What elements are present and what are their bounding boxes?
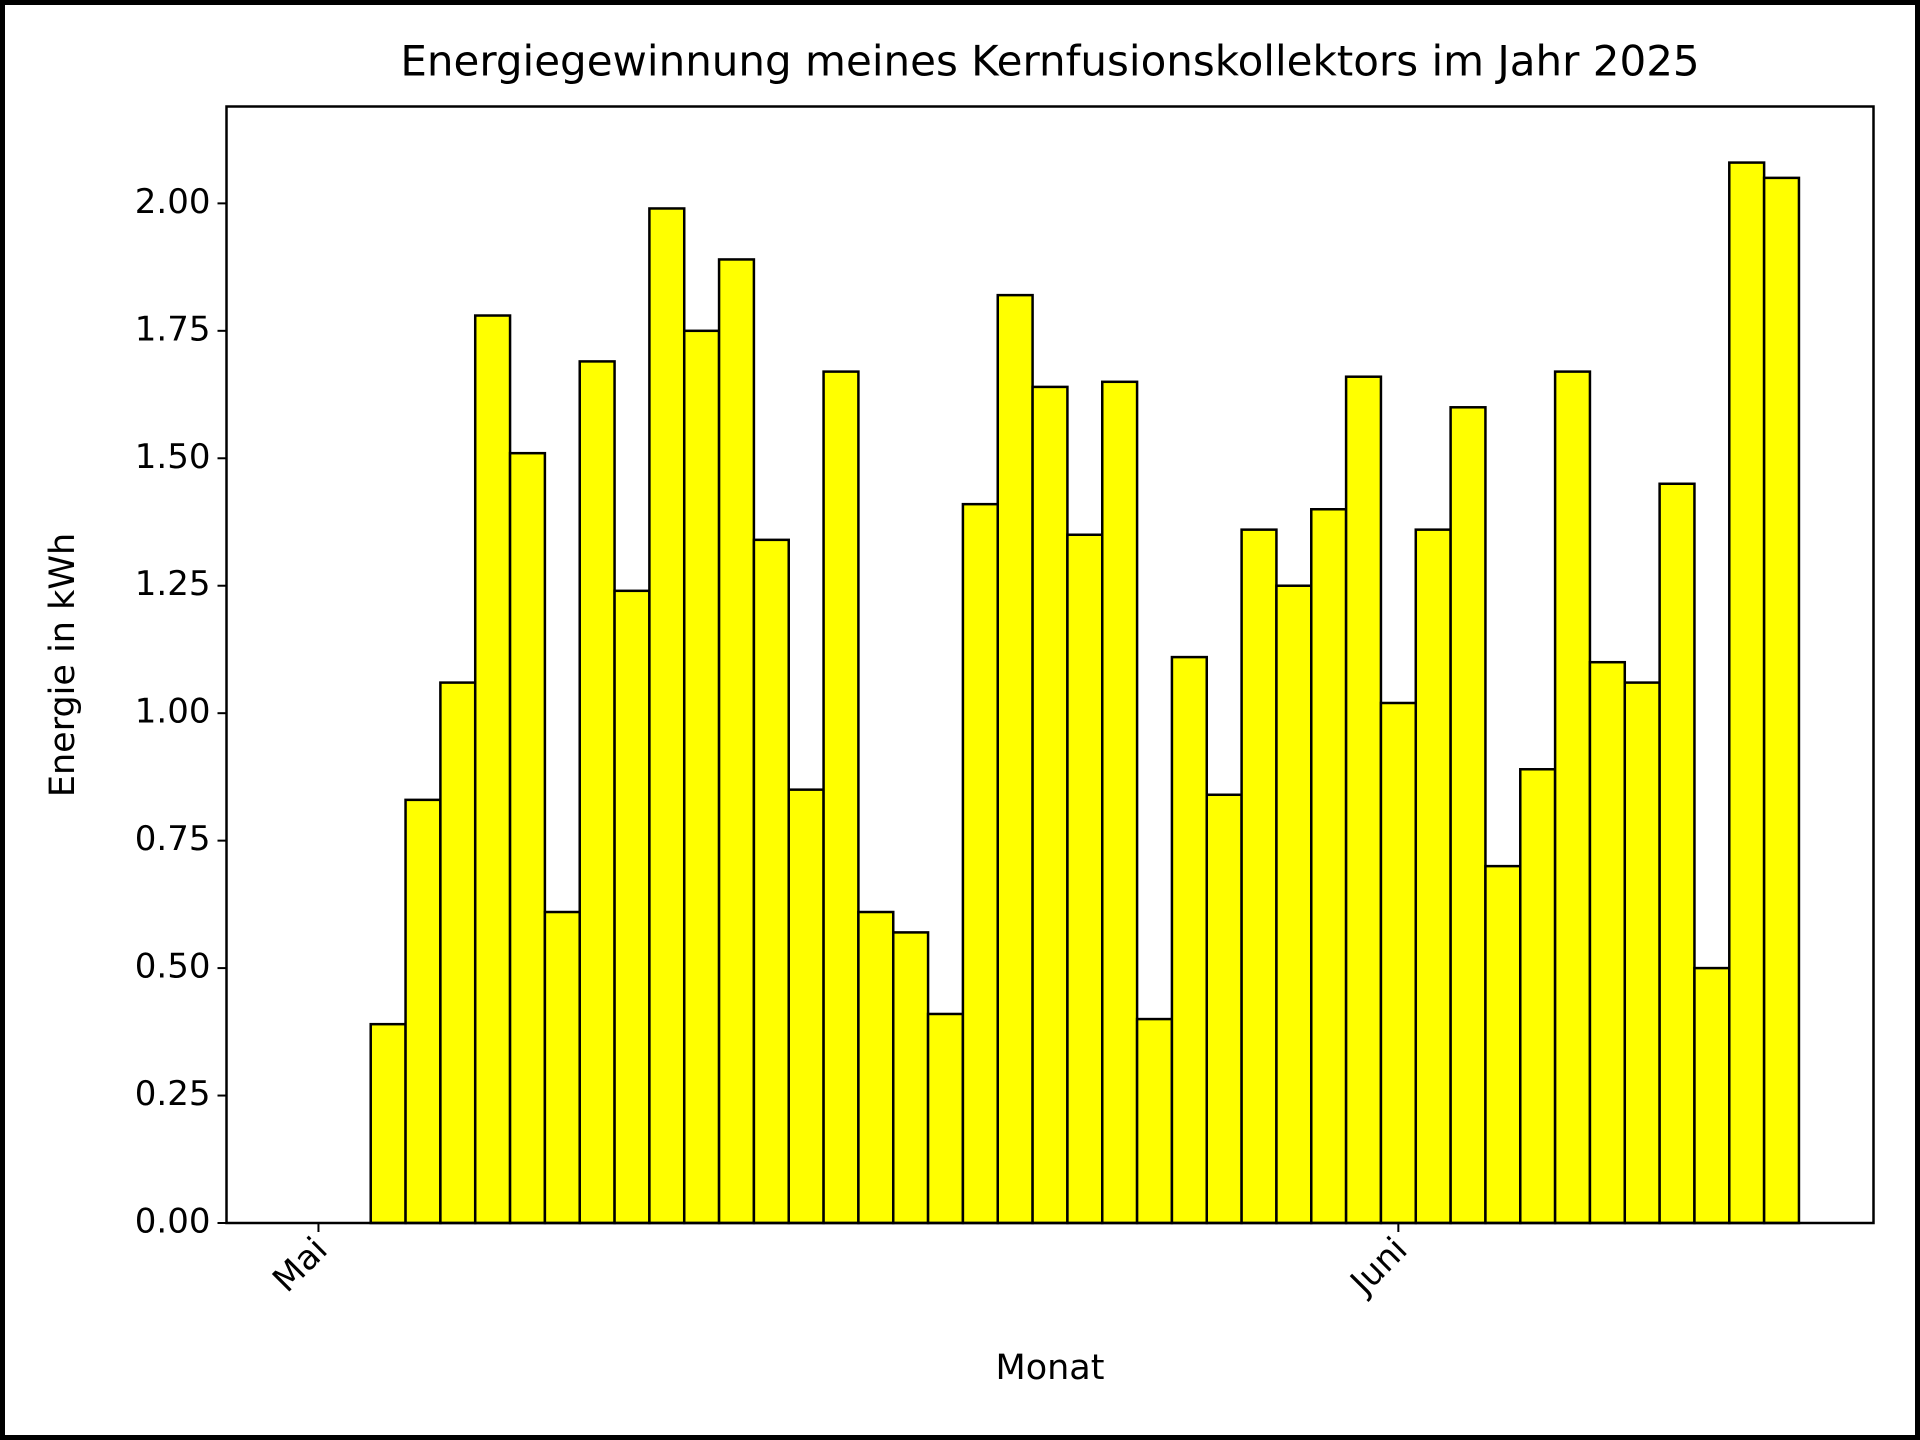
x-axis-label: Monat — [996, 1348, 1105, 1388]
bar — [404, 798, 442, 1225]
bar — [1484, 864, 1522, 1225]
bar — [1379, 701, 1418, 1225]
plot-border — [225, 105, 1875, 1225]
bar — [891, 931, 930, 1225]
y-tick-label: 0.50 — [135, 947, 211, 987]
bar — [613, 589, 651, 1225]
bar — [578, 360, 616, 1225]
y-tick-label: 0.00 — [135, 1202, 211, 1242]
bar — [1449, 406, 1487, 1225]
bar — [1414, 528, 1452, 1225]
bar — [1310, 508, 1348, 1225]
bar — [1623, 681, 1661, 1225]
bar — [1693, 966, 1731, 1225]
bar — [439, 681, 477, 1225]
bar — [1205, 793, 1243, 1225]
bar — [1031, 385, 1069, 1225]
y-tick-label: 1.50 — [135, 437, 211, 477]
chart-title: Energiegewinnung meines Kernfusionskolle… — [400, 37, 1699, 86]
bar — [1762, 176, 1801, 1225]
bar — [473, 314, 512, 1225]
bar — [1519, 768, 1557, 1225]
y-tick-label: 1.00 — [135, 692, 211, 732]
y-tick-label: 1.75 — [135, 309, 211, 349]
bar — [787, 788, 825, 1225]
y-tick-label: 2.00 — [135, 182, 211, 222]
bar — [1101, 380, 1139, 1225]
bar — [1344, 375, 1383, 1225]
bar — [1240, 528, 1278, 1225]
bar — [1066, 533, 1104, 1225]
bar — [543, 910, 581, 1225]
y-tick-label: 0.75 — [135, 819, 211, 859]
bar — [1658, 482, 1696, 1225]
bar — [717, 258, 756, 1225]
bar — [1588, 660, 1627, 1225]
bar — [369, 1022, 407, 1225]
bar — [822, 370, 860, 1225]
y-tick-label: 0.25 — [135, 1074, 211, 1114]
y-tick-label: 1.25 — [135, 564, 211, 604]
bar — [1170, 655, 1209, 1225]
y-axis-label: Energie in kWh — [43, 533, 83, 797]
bar — [996, 293, 1034, 1225]
bar — [648, 207, 686, 1225]
bar — [926, 1012, 965, 1225]
bar — [508, 451, 547, 1225]
bar — [682, 329, 721, 1225]
bar — [857, 910, 895, 1225]
bar — [1553, 370, 1592, 1225]
bar — [961, 502, 999, 1225]
bar — [752, 538, 790, 1225]
bar — [1728, 161, 1766, 1225]
bar — [1275, 584, 1313, 1225]
bar — [1135, 1017, 1174, 1225]
